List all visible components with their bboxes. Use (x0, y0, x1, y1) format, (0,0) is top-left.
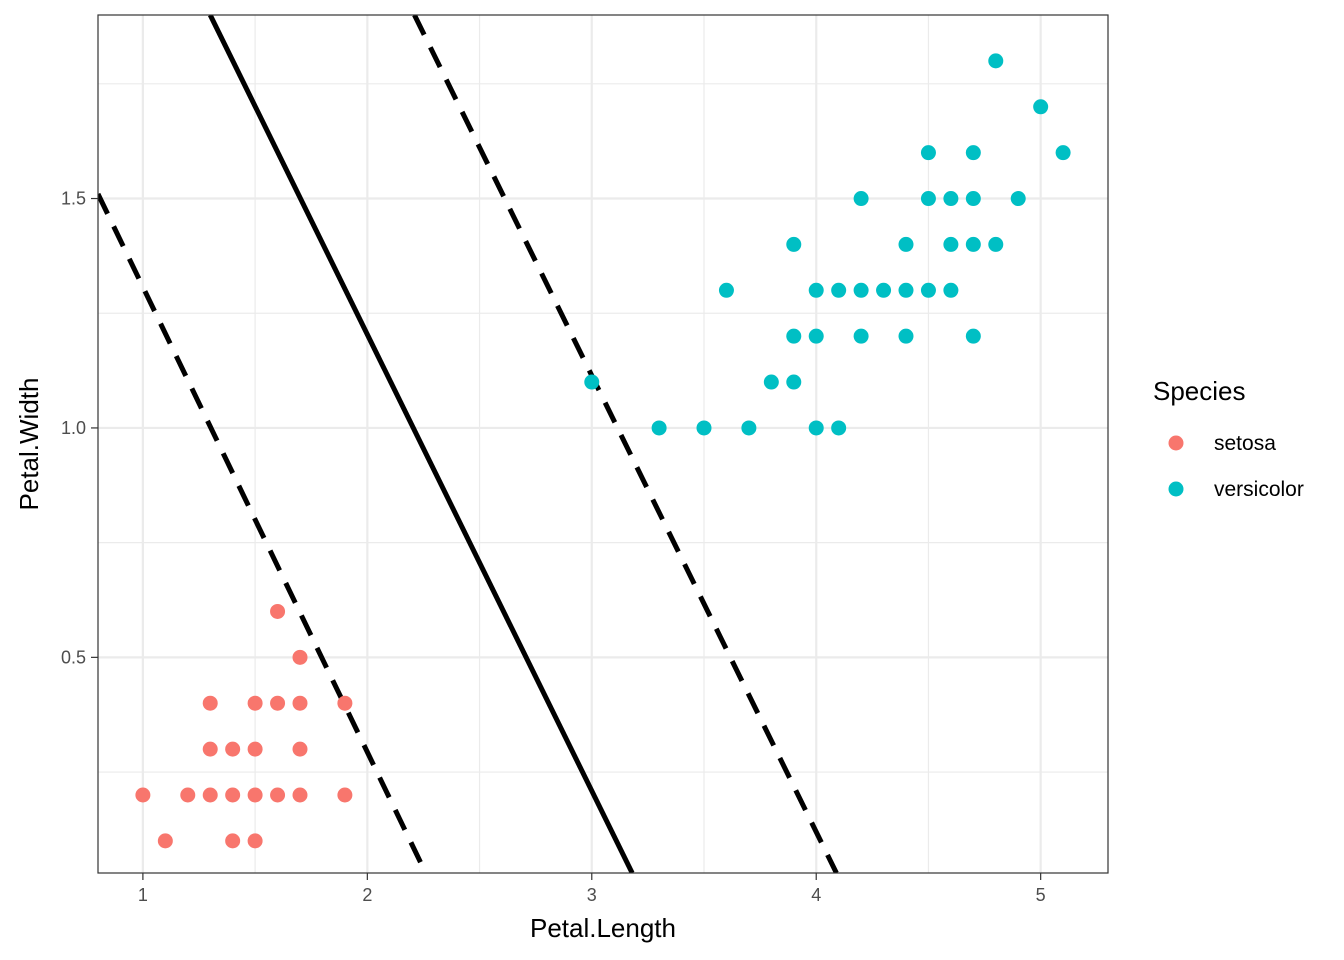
data-point-setosa (270, 695, 286, 711)
data-point-versicolor (786, 236, 802, 252)
legend: Species setosa versicolor (1153, 376, 1304, 501)
data-point-setosa (292, 695, 308, 711)
y-axis-ticks: 0.5 1.0 1.5 (61, 189, 98, 667)
plot-content (98, 15, 1071, 873)
data-point-versicolor (898, 236, 914, 252)
plot-border (97, 14, 1109, 874)
data-point-versicolor (763, 374, 779, 390)
margin-line-dashed (412, 15, 839, 873)
legend-key-versicolor (1168, 481, 1184, 497)
data-point-setosa (270, 603, 286, 619)
x-tick-label: 5 (1036, 885, 1046, 905)
data-point-versicolor (831, 420, 847, 436)
x-axis-ticks: 1 2 3 4 5 (138, 873, 1046, 905)
data-point-setosa (225, 833, 241, 849)
data-point-versicolor (808, 420, 824, 436)
data-point-versicolor (898, 282, 914, 298)
data-point-setosa (225, 741, 241, 757)
data-point-versicolor (853, 328, 869, 344)
x-tick-label: 2 (362, 885, 372, 905)
data-point-versicolor (920, 191, 936, 207)
y-axis-title: Petal.Width (14, 378, 44, 511)
data-point-versicolor (876, 282, 892, 298)
data-point-versicolor (584, 374, 600, 390)
data-point-versicolor (786, 328, 802, 344)
legend-label-versicolor: versicolor (1214, 478, 1304, 501)
plot-background (98, 15, 1108, 873)
x-tick-label: 1 (138, 885, 148, 905)
data-point-versicolor (696, 420, 712, 436)
data-point-setosa (292, 787, 308, 803)
data-point-versicolor (786, 374, 802, 390)
data-point-versicolor (1033, 99, 1049, 115)
data-point-versicolor (920, 282, 936, 298)
data-point-versicolor (853, 191, 869, 207)
data-point-versicolor (808, 282, 824, 298)
data-point-versicolor (965, 145, 981, 161)
decision-boundary-line (207, 15, 635, 873)
data-point-versicolor (965, 328, 981, 344)
data-point-versicolor (651, 420, 667, 436)
data-point-versicolor (853, 282, 869, 298)
data-point-setosa (270, 787, 286, 803)
data-point-setosa (292, 741, 308, 757)
decision-lines (98, 15, 839, 873)
data-point-setosa (247, 741, 263, 757)
x-axis-title: Petal.Length (530, 913, 676, 943)
data-point-versicolor (965, 236, 981, 252)
margin-line-dashed (98, 192, 428, 873)
data-point-setosa (337, 695, 353, 711)
data-point-setosa (247, 833, 263, 849)
data-point-setosa (157, 833, 173, 849)
data-point-versicolor (1010, 191, 1026, 207)
data-point-setosa (247, 787, 263, 803)
data-point-versicolor (943, 236, 959, 252)
y-tick-label: 0.5 (61, 647, 86, 667)
data-point-versicolor (831, 282, 847, 298)
legend-label-setosa: setosa (1214, 432, 1276, 455)
data-point-versicolor (898, 328, 914, 344)
legend-key-setosa (1168, 435, 1184, 451)
x-tick-label: 3 (587, 885, 597, 905)
data-point-setosa (135, 787, 151, 803)
major-gridlines (98, 15, 1108, 873)
data-point-setosa (202, 741, 218, 757)
data-point-versicolor (965, 191, 981, 207)
data-point-versicolor (943, 191, 959, 207)
data-point-versicolor (920, 145, 936, 161)
data-point-versicolor (943, 282, 959, 298)
data-point-setosa (337, 787, 353, 803)
legend-title: Species (1153, 376, 1246, 406)
y-tick-label: 1.5 (61, 189, 86, 209)
x-tick-label: 4 (811, 885, 821, 905)
data-point-versicolor (988, 236, 1004, 252)
data-point-setosa (225, 787, 241, 803)
data-points (135, 53, 1071, 849)
data-point-versicolor (1055, 145, 1071, 161)
data-point-versicolor (808, 328, 824, 344)
data-point-setosa (202, 695, 218, 711)
data-point-setosa (247, 695, 263, 711)
y-tick-label: 1.0 (61, 418, 86, 438)
data-point-setosa (202, 787, 218, 803)
data-point-versicolor (988, 53, 1004, 69)
data-point-versicolor (718, 282, 734, 298)
data-point-setosa (292, 649, 308, 665)
data-point-versicolor (741, 420, 757, 436)
data-point-setosa (180, 787, 196, 803)
